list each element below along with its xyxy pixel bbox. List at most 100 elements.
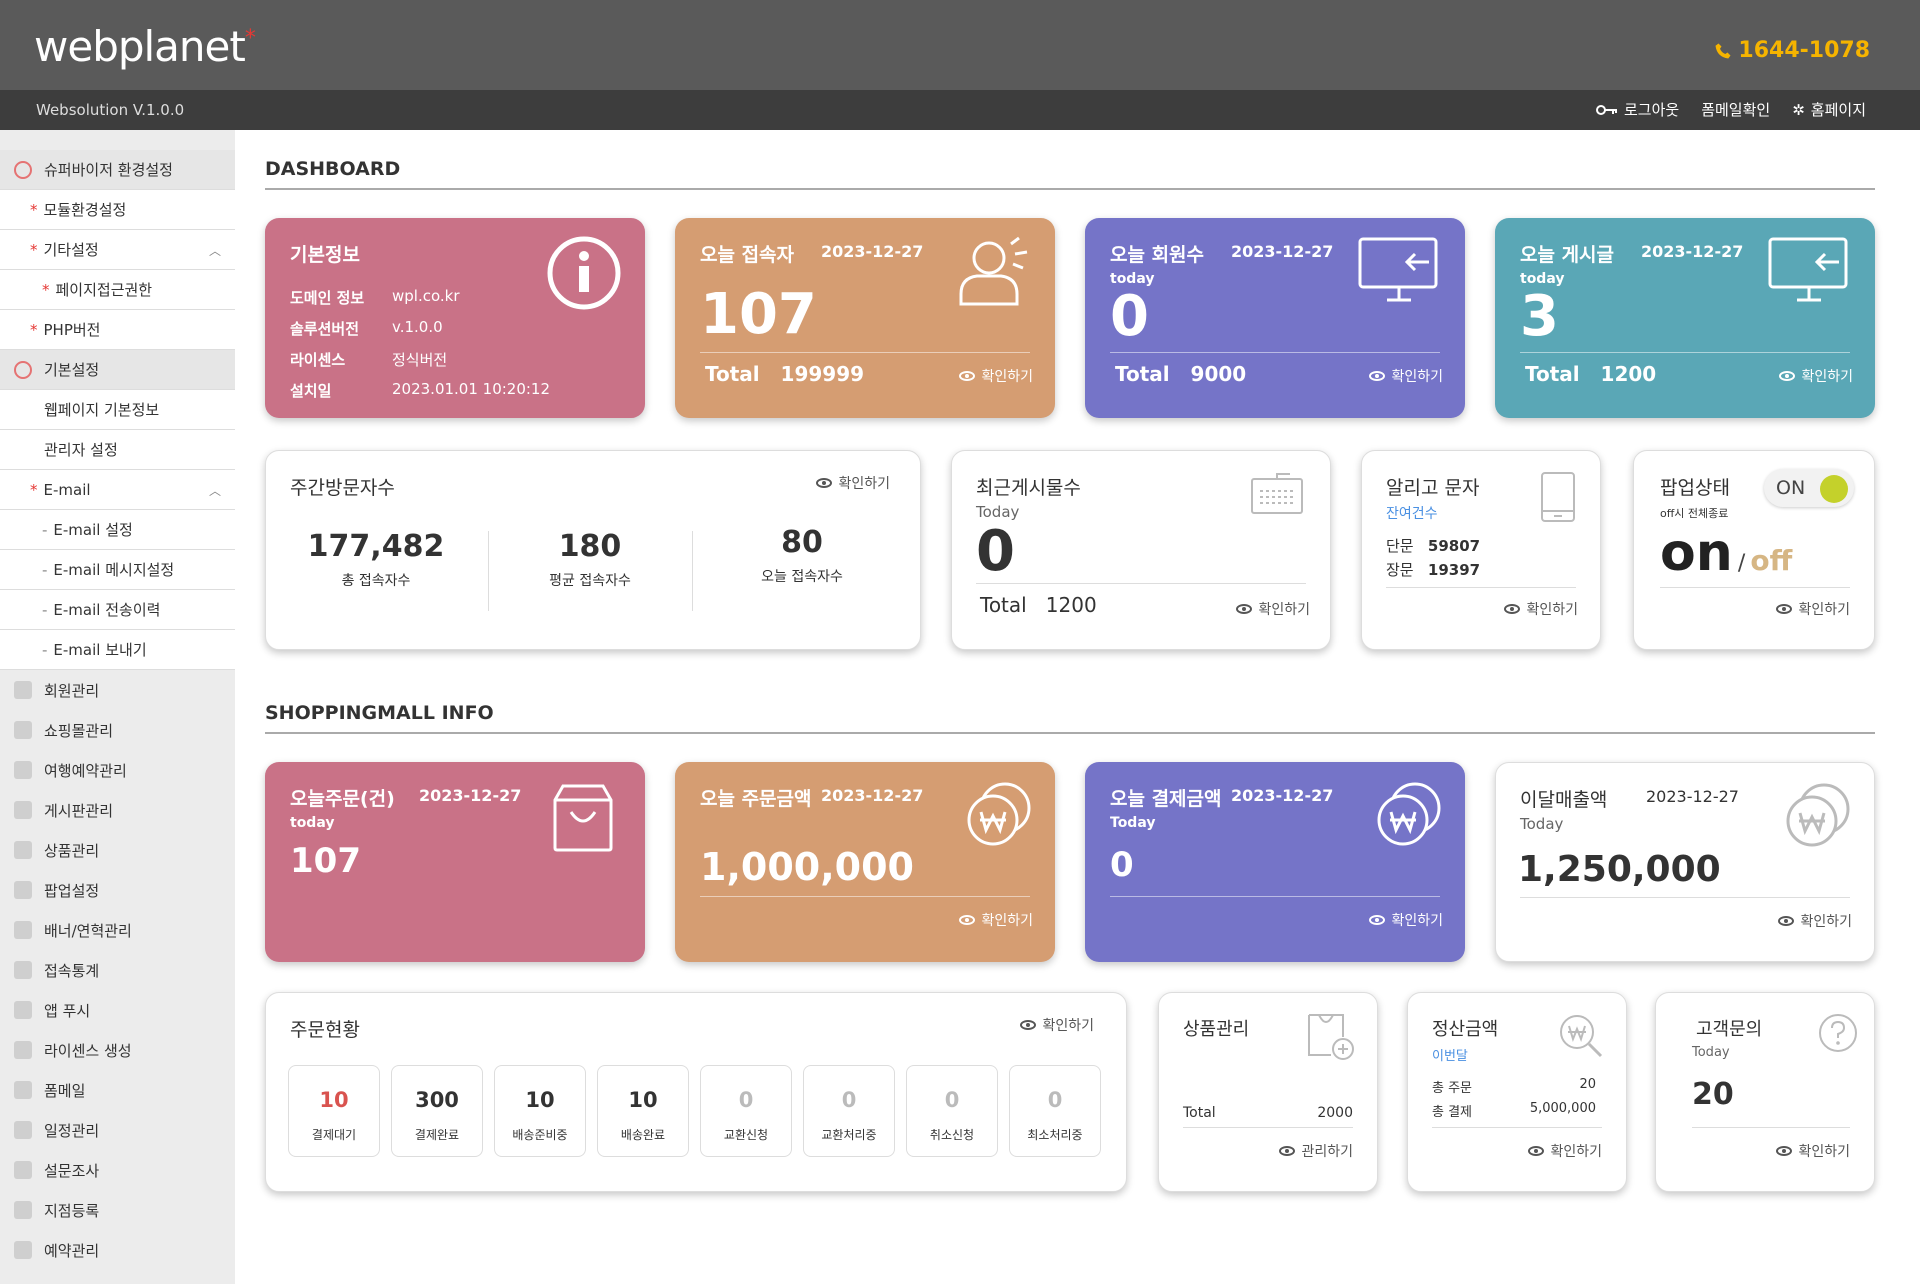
eye-icon bbox=[1020, 1020, 1037, 1030]
sidebar-item-page-access[interactable]: * 페이지접근권한 bbox=[0, 270, 235, 310]
sidebar-item-banner[interactable]: 배너/연혁관리 bbox=[0, 910, 235, 950]
logo[interactable]: webplanet* bbox=[34, 22, 256, 71]
toggle-knob bbox=[1820, 475, 1848, 503]
formmail-link[interactable]: 폼메일확인 bbox=[1701, 101, 1771, 119]
today-label: Today bbox=[976, 503, 1020, 521]
status-box-exchange-proc[interactable]: 0 교환처리중 bbox=[803, 1065, 895, 1157]
phone-number: 1644-1078 bbox=[1714, 38, 1870, 63]
sidebar-item-email[interactable]: * E-mail ︿ bbox=[0, 470, 235, 510]
sidebar-item-stats[interactable]: 접속통계 bbox=[0, 950, 235, 990]
banner-icon bbox=[14, 921, 32, 939]
sidebar-item-etc[interactable]: * 기타설정 ︿ bbox=[0, 230, 235, 270]
monitor-icon bbox=[1358, 237, 1438, 302]
sidebar-item-shop[interactable]: 쇼핑몰관리 bbox=[0, 710, 235, 750]
confirm-link[interactable]: 확인하기 bbox=[1779, 366, 1853, 386]
status-box-cancel-req[interactable]: 0 취소신청 bbox=[906, 1065, 998, 1157]
sidebar-item-email-send[interactable]: - E-mail 보내기 bbox=[0, 630, 235, 670]
order-count: 107 bbox=[290, 841, 361, 881]
sidebar-item-popup[interactable]: 팝업설정 bbox=[0, 870, 235, 910]
eye-icon bbox=[1778, 916, 1795, 926]
card-title: 오늘 게시글 bbox=[1520, 244, 1615, 266]
eye-icon bbox=[1779, 371, 1796, 381]
kv-label: 라이센스 bbox=[290, 351, 346, 369]
confirm-link[interactable]: 확인하기 bbox=[1236, 599, 1310, 619]
pie-chart-icon bbox=[14, 961, 32, 979]
chevron-up-icon[interactable]: ︿ bbox=[208, 244, 221, 258]
status-box-paid[interactable]: 300 결제완료 bbox=[391, 1065, 483, 1157]
settlement-card: 정산금액 이번달 총 주문 20 총 결제 5,000,000 확인하기 bbox=[1407, 992, 1627, 1192]
logout-link[interactable]: 로그아웃 bbox=[1596, 99, 1679, 120]
visitor-count: 107 bbox=[700, 282, 817, 347]
total-row: Total 2000 bbox=[1183, 1105, 1353, 1121]
confirm-link[interactable]: 확인하기 bbox=[1778, 911, 1852, 931]
sidebar-item-travel[interactable]: 여행예약관리 bbox=[0, 750, 235, 790]
confirm-link[interactable]: 확인하기 bbox=[1369, 366, 1443, 386]
sidebar-item-admin[interactable]: 관리자 설정 bbox=[0, 430, 235, 470]
status-box-preparing[interactable]: 10 배송준비중 bbox=[494, 1065, 586, 1157]
sidebar-item-schedule[interactable]: 일정관리 bbox=[0, 1110, 235, 1150]
sidebar-item-members[interactable]: 회원관리 bbox=[0, 670, 235, 710]
chevron-up-icon[interactable]: ︿ bbox=[208, 484, 221, 498]
sidebar-item-web-info[interactable]: 웹페이지 기본정보 bbox=[0, 390, 235, 430]
confirm-link[interactable]: 확인하기 bbox=[1369, 910, 1443, 930]
sidebar-item-basic[interactable]: 기본설정 bbox=[0, 350, 235, 390]
sidebar-item-supervisor[interactable]: 슈퍼바이저 환경설정 bbox=[0, 150, 235, 190]
card-title: 오늘 접속자 bbox=[700, 244, 795, 266]
long-sms-row: 장문 19397 bbox=[1386, 561, 1481, 579]
calendar-icon bbox=[14, 1121, 32, 1139]
toggle-label: ON bbox=[1776, 477, 1806, 499]
kv-value: 정식버전 bbox=[392, 351, 448, 369]
sidebar-item-license[interactable]: 라이센스 생성 bbox=[0, 1030, 235, 1070]
popup-toggle[interactable]: ON bbox=[1764, 469, 1854, 507]
sidebar-item-php[interactable]: * PHP버전 bbox=[0, 310, 235, 350]
plane-icon bbox=[14, 761, 32, 779]
confirm-link[interactable]: 확인하기 bbox=[1776, 1141, 1850, 1161]
eye-icon bbox=[1369, 371, 1386, 381]
card-title: 기본정보 bbox=[290, 244, 360, 266]
confirm-link[interactable]: 확인하기 bbox=[959, 910, 1033, 930]
order-amount: 1,000,000 bbox=[700, 845, 914, 889]
sidebar-item-email-set[interactable]: - E-mail 설정 bbox=[0, 510, 235, 550]
confirm-link[interactable]: 확인하기 bbox=[1504, 599, 1578, 619]
top-header: webplanet* 1644-1078 bbox=[0, 0, 1920, 90]
shop-title: SHOPPINGMALL INFO bbox=[265, 674, 1875, 734]
sidebar-item-branch[interactable]: 지점등록 bbox=[0, 1190, 235, 1230]
recent-posts-card: 최근게시물수 Today 0 Total 1200 확인하기 bbox=[951, 450, 1331, 650]
today-label: today bbox=[1110, 271, 1155, 287]
eye-icon bbox=[959, 371, 976, 381]
homepage-link[interactable]: ✲ 홈페이지 bbox=[1792, 100, 1866, 120]
weekly-visitors-card: 주간방문자수 확인하기 177,482 총 접속자수 180 평균 접속자수 80 오… bbox=[265, 450, 921, 650]
eye-icon bbox=[1776, 1146, 1793, 1156]
confirm-link[interactable]: 확인하기 bbox=[816, 473, 890, 493]
sidebar-item-formmail[interactable]: 폼메일 bbox=[0, 1070, 235, 1110]
status-box-cancel-proc[interactable]: 0 최소처리중 bbox=[1009, 1065, 1101, 1157]
sidebar-item-email-hist[interactable]: - E-mail 전송이력 bbox=[0, 590, 235, 630]
card-title: 주문현황 bbox=[290, 1019, 360, 1041]
status-box-delivered[interactable]: 10 배송완료 bbox=[597, 1065, 689, 1157]
settings-icon bbox=[14, 360, 32, 379]
confirm-link[interactable]: 확인하기 bbox=[1776, 599, 1850, 619]
confirm-link[interactable]: 확인하기 bbox=[1020, 1015, 1094, 1035]
month-sales-card: 이달매출액 2023-12-27 Today 1,250,000 확인하기 bbox=[1495, 762, 1875, 962]
stat-today: 80 오늘 접속자수 bbox=[761, 525, 843, 585]
sidebar-item-survey[interactable]: 설문조사 bbox=[0, 1150, 235, 1190]
status-box-pending-payment[interactable]: 10 결제대기 bbox=[288, 1065, 380, 1157]
status-box-exchange-req[interactable]: 0 교환신청 bbox=[700, 1065, 792, 1157]
sub-header: Websolution V.1.0.0 로그아웃 폼메일확인 ✲ 홈페이지 bbox=[0, 90, 1920, 130]
sidebar-item-board[interactable]: 게시판관리 bbox=[0, 790, 235, 830]
today-label: today bbox=[290, 815, 335, 831]
sidebar-item-module[interactable]: * 모듈환경설정 bbox=[0, 190, 235, 230]
logo-star: * bbox=[244, 26, 256, 51]
won-coin-icon bbox=[967, 782, 1031, 846]
sidebar-item-email-msg[interactable]: - E-mail 메시지설정 bbox=[0, 550, 235, 590]
sidebar-item-push[interactable]: 앱 푸시 bbox=[0, 990, 235, 1030]
survey-icon bbox=[14, 1161, 32, 1179]
sidebar-item-reservation[interactable]: 예약관리 bbox=[0, 1230, 235, 1270]
confirm-link[interactable]: 확인하기 bbox=[1528, 1141, 1602, 1161]
pay-total-row: 총 결제 5,000,000 bbox=[1432, 1101, 1596, 1120]
person-icon bbox=[959, 236, 1028, 306]
manage-link[interactable]: 관리하기 bbox=[1279, 1141, 1353, 1161]
sidebar-item-product[interactable]: 상품관리 bbox=[0, 830, 235, 870]
confirm-link[interactable]: 확인하기 bbox=[959, 366, 1033, 386]
order-amount-card: 오늘 주문금액 2023-12-27 1,000,000 확인하기 bbox=[675, 762, 1055, 962]
